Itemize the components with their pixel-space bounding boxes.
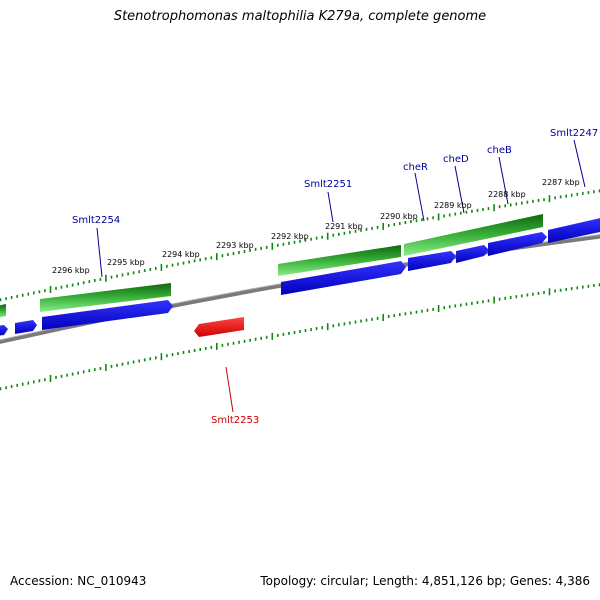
gene-label-smlt2254[interactable]: Smlt2254 xyxy=(72,215,120,226)
leader-smlt2254 xyxy=(96,227,103,278)
kbp-label: 2293 kbp xyxy=(216,241,254,250)
gene-label-smlt2253[interactable]: Smlt2253 xyxy=(211,415,259,426)
kbp-label: 2287 kbp xyxy=(542,178,580,187)
gene-label-cheb[interactable]: cheB xyxy=(487,145,512,156)
cds-arrow-smlt2254[interactable] xyxy=(42,300,173,330)
leader-smlt2253 xyxy=(225,366,234,413)
gene-bar[interactable] xyxy=(0,304,6,318)
kbp-label: 2289 kbp xyxy=(434,201,472,210)
leader-smlt2251 xyxy=(327,191,334,223)
cds-arrow[interactable] xyxy=(15,320,37,334)
leader-smlt2247 xyxy=(573,139,586,188)
outer-tick-ring xyxy=(0,189,600,302)
accession-text: Accession: NC_010943 xyxy=(10,574,147,588)
topology-text: Topology: circular; Length: 4,851,126 bp… xyxy=(260,574,590,588)
cds-arrow-smlt2251[interactable] xyxy=(281,261,406,295)
cds-arrow-cher[interactable] xyxy=(408,251,456,271)
kbp-label: 2294 kbp xyxy=(162,250,200,259)
kbp-label: 2290 kbp xyxy=(380,212,418,221)
gene-arrow-smlt2253[interactable] xyxy=(194,317,244,337)
gene-bar-smlt2251[interactable] xyxy=(278,245,401,276)
kbp-label: 2291 kbp xyxy=(325,222,363,231)
gene-label-smlt2251[interactable]: Smlt2251 xyxy=(304,179,352,190)
gene-label-cher[interactable]: cheR xyxy=(403,162,428,173)
cds-arrow-cheb[interactable] xyxy=(488,232,547,256)
cds-arrow[interactable] xyxy=(0,325,8,336)
gene-label-smlt2247[interactable]: Smlt2247 xyxy=(550,128,598,139)
cds-arrow-ched[interactable] xyxy=(456,245,489,263)
leader-ched xyxy=(454,165,465,214)
gene-label-ched[interactable]: cheD xyxy=(443,154,469,165)
kbp-label: 2295 kbp xyxy=(107,258,145,267)
leader-cheb xyxy=(498,156,509,205)
kbp-label: 2292 kbp xyxy=(271,232,309,241)
leader-cher xyxy=(414,172,425,222)
inner-tick-ring xyxy=(0,283,600,391)
gene-bar-cher-cheb[interactable] xyxy=(404,214,543,256)
gene-bar-smlt2254[interactable] xyxy=(40,283,171,312)
map-title: Stenotrophomonas maltophilia K279a, comp… xyxy=(113,9,487,24)
cds-arrow-smlt2247[interactable] xyxy=(548,217,600,243)
kbp-label: 2296 kbp xyxy=(52,266,90,275)
kbp-label: 2288 kbp xyxy=(488,190,526,199)
